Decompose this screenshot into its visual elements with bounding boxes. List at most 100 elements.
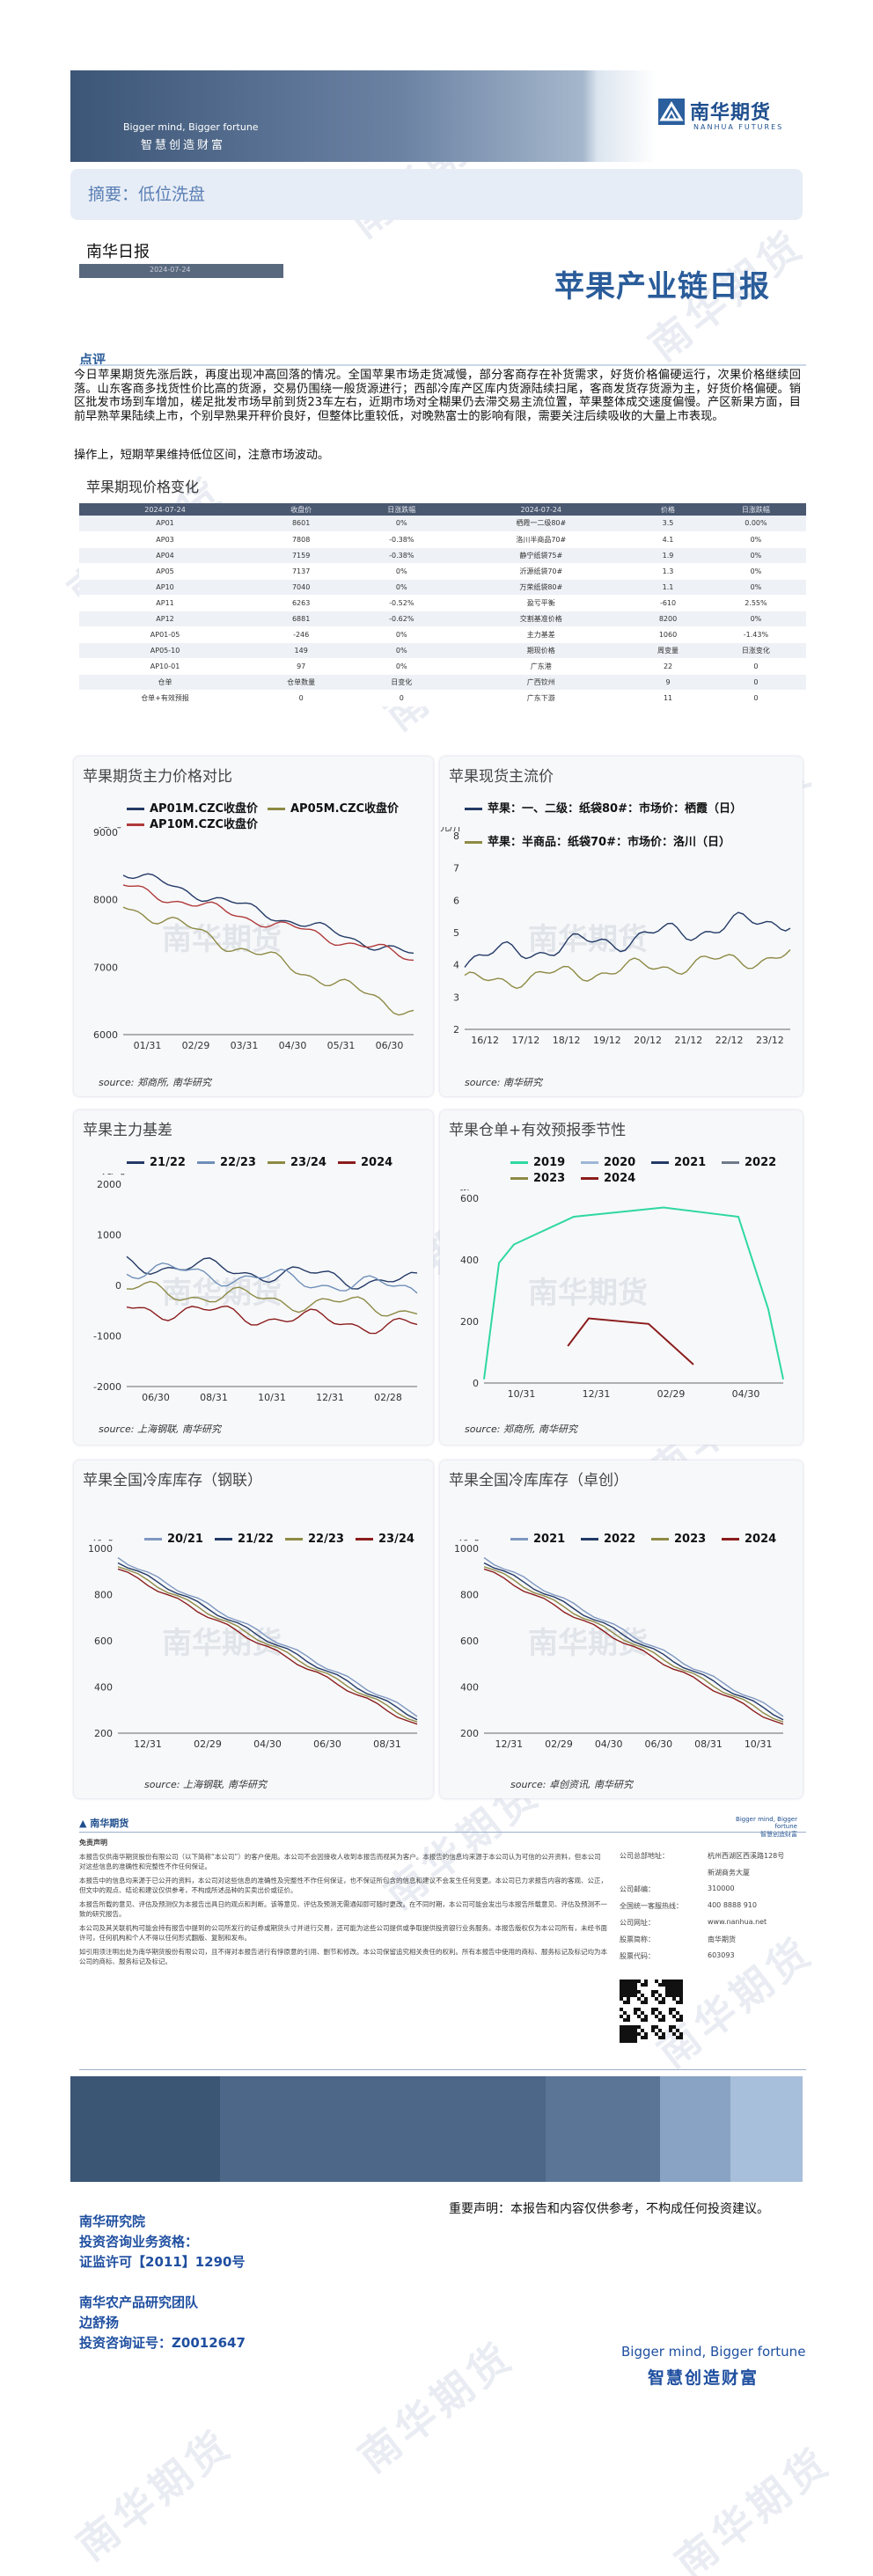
table-cell: 0 (705, 674, 806, 691)
axis-unit-label: 张 (459, 1189, 469, 1192)
table-cell: 1060 (630, 626, 706, 643)
contact-label: 公司网址： (620, 1919, 655, 1927)
band-block (546, 2076, 660, 2182)
x-tick-label: 01/31 (134, 1040, 162, 1051)
disclaimer-heading: 免责声明 (79, 1839, 107, 1847)
disclaimer-divider (79, 1832, 806, 1833)
contact-info: 公司总部地址： 杭州西湖区西溪路128号 新湖商务大厦 公司邮编： 310000 全国统一… (620, 1851, 804, 1968)
legend-item: 2022 (581, 1533, 635, 1546)
chart-watermark: 南华期货 (528, 1276, 648, 1311)
contact-label: 全国统一客服热线： (620, 1902, 683, 1910)
legend-swatch-icon (127, 1161, 144, 1164)
chart-card-warehouse: 苹果仓单+有效预报季节性 2019 2020 2021 2022 2023 2024 南华… (440, 1110, 803, 1445)
x-tick-label: 04/30 (279, 1040, 307, 1051)
y-tick-label: 800 (94, 1590, 113, 1601)
contact-row: 新湖商务大厦 (620, 1868, 804, 1877)
y-tick-label: 2000 (97, 1179, 121, 1190)
legend-swatch-icon (197, 1161, 215, 1164)
y-tick-label: -1000 (93, 1331, 121, 1343)
summary-box: 摘要：低位洗盘 (70, 169, 803, 220)
table-cell: 0.00% (705, 516, 806, 532)
legend-item: 2020 (581, 1156, 635, 1169)
legend-label: 23/24 (290, 1156, 326, 1169)
legend-item: 22/23 (285, 1533, 344, 1546)
legend-swatch-icon (285, 1538, 303, 1540)
table-cell: 1.3 (630, 563, 706, 580)
disclaimer-logo-text: 南华期货 (90, 1818, 129, 1829)
chart-card-futures-price: 苹果期货主力价格对比 AP01M.CZC收盘价 AP05M.CZC收盘价 AP1… (74, 757, 433, 1096)
table-cell: AP04 (79, 547, 252, 564)
x-tick-label: 02/28 (374, 1392, 402, 1403)
series-line (464, 911, 791, 968)
legend-label: 苹果：一、二级：纸袋80#：市场价：栖霞（日） (488, 802, 742, 816)
y-tick-label: 8 (453, 831, 459, 842)
legend-item: 23/24 (268, 1156, 326, 1169)
table-cell: 9 (630, 674, 706, 691)
legend-swatch-icon (581, 1161, 598, 1164)
table-cell: 1.1 (630, 579, 706, 596)
report-date: 2024-07-24 (79, 264, 283, 278)
series-line (126, 1305, 418, 1335)
page-title: 苹果产业链日报 (554, 269, 770, 304)
table-cell: 万荣纸袋80# (451, 579, 631, 596)
legend-label: 2021 (674, 1156, 707, 1169)
table-cell: AP03 (79, 531, 252, 548)
disclaimer-bottom-divider (79, 2069, 806, 2070)
legend-swatch-icon (581, 1177, 598, 1180)
x-tick-label: 10/31 (745, 1738, 773, 1750)
org-line: 投资咨询业务资格： (79, 2234, 199, 2250)
chart-card-basis: 苹果主力基差 21/22 22/23 23/24 2024 南华期货 元/吨 2000 1… (74, 1110, 433, 1445)
contact-row: 公司网址： www.nanhua.net (620, 1918, 804, 1928)
legend-label: 2024 (745, 1533, 777, 1546)
legend-item: 2024 (722, 1533, 776, 1546)
y-tick-label: 7 (453, 863, 459, 875)
table-cell: AP10-01 (79, 658, 252, 675)
table-cell: 仓单+有效预报 (79, 690, 252, 706)
table-cell: -0.62% (351, 611, 452, 627)
legend-item: AP10M.CZC收盘价 (127, 815, 258, 831)
y-tick-label: 1000 (88, 1543, 113, 1555)
x-tick-label: 06/30 (142, 1392, 170, 1403)
contact-value: 南华期货 (708, 1936, 736, 1943)
legend-swatch-icon (581, 1538, 598, 1540)
chart-watermark: 南华期货 (162, 1276, 282, 1311)
y-tick-label: 600 (460, 1193, 479, 1204)
x-tick-label: 10/31 (508, 1388, 536, 1400)
table-header-cell: 收盘价 (251, 503, 352, 516)
spot-price-chart: 元/斤8 7 6 5 4 3 2 16/12 17/12 18/12 19/12 20/12 21/12… (440, 827, 791, 1046)
contact-value: www.nanhua.net (708, 1918, 767, 1926)
y-tick-label: 800 (460, 1590, 479, 1601)
table-cell: AP11 (79, 595, 252, 611)
series-line (117, 1556, 418, 1717)
x-tick-label: 12/31 (134, 1738, 162, 1750)
legend-swatch-icon (722, 1538, 739, 1540)
table-cell: 交割基准价格 (451, 611, 631, 627)
series-line (567, 1317, 694, 1365)
series-line (483, 1556, 784, 1717)
table-row: AP04 7159 -0.38% 静宁纸袋75# 1.9 0% (79, 547, 806, 564)
series-line (483, 1566, 784, 1723)
series-line (122, 906, 414, 1016)
legend-item: 20/21 (144, 1533, 203, 1546)
table-row: 仓单 仓单数量 日变化 广西钦州 9 0 (79, 674, 806, 691)
legend-label: 22/23 (308, 1533, 344, 1546)
table-cell: 11 (630, 690, 706, 706)
storage-gl-chart: 万吨1000 800 600 400 200 12/31 02/29 04/30 06/30 08… (88, 1540, 418, 1750)
series-line (122, 884, 414, 962)
x-tick-label: 05/31 (327, 1040, 356, 1051)
series-line (483, 1562, 784, 1721)
disclaimer-paragraph: 本公司及其关联机构可能会持有报告中提到的公司所发行的证券或期货头寸并进行交易，还… (79, 1924, 607, 1942)
table-row: AP05 7137 0% 沂源纸袋70# 1.3 0% (79, 563, 806, 580)
table-cell: 0 (251, 690, 352, 706)
table-row: 仓单+有效预报 0 0 广东下游 11 0 (79, 690, 806, 706)
legend-label: 22/23 (220, 1156, 256, 1169)
x-tick-label: 12/31 (495, 1738, 523, 1750)
y-tick-label: 3 (453, 992, 459, 1003)
legend-swatch-icon (465, 808, 482, 810)
table-cell: 广东港 (451, 658, 631, 675)
org-line: 边舒扬 (79, 2315, 120, 2331)
x-tick-label: 02/29 (545, 1738, 573, 1750)
chart-title: 苹果全国冷库库存（卓创） (449, 1472, 628, 1489)
table-cell: 期现价格 (451, 642, 631, 659)
x-tick-label: 08/31 (694, 1738, 723, 1750)
